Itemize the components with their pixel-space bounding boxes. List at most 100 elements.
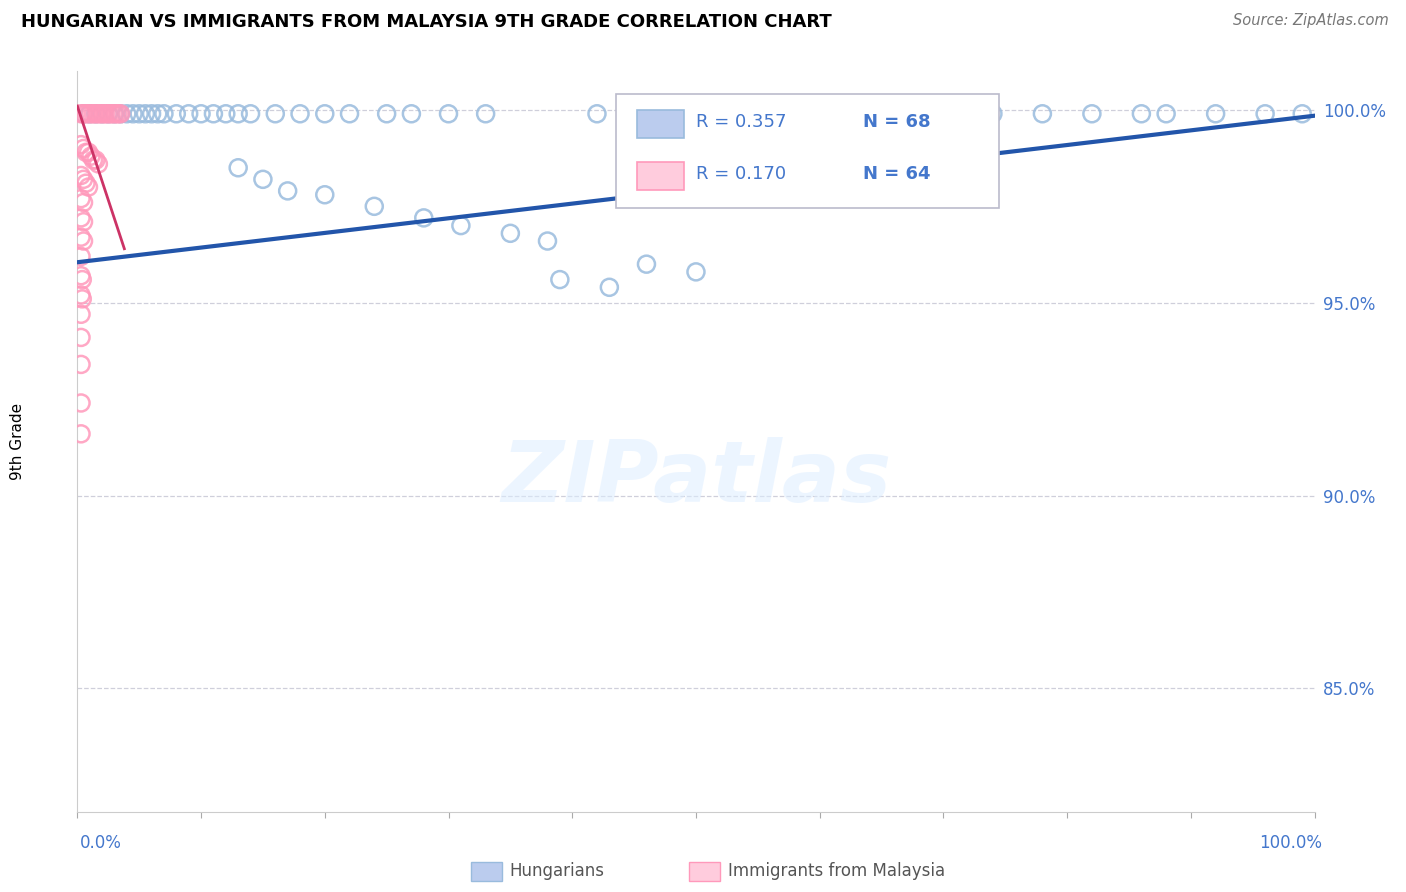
Point bbox=[264, 107, 287, 121]
Point bbox=[685, 265, 707, 279]
Point bbox=[412, 211, 434, 225]
Point bbox=[636, 107, 658, 121]
Point bbox=[94, 107, 117, 121]
Point bbox=[72, 107, 94, 121]
Point bbox=[70, 358, 93, 372]
Point bbox=[134, 107, 156, 121]
FancyBboxPatch shape bbox=[637, 110, 683, 138]
Point bbox=[70, 268, 93, 283]
Point bbox=[598, 280, 620, 294]
Text: ZIPatlas: ZIPatlas bbox=[501, 437, 891, 520]
Point bbox=[165, 107, 187, 121]
Point bbox=[1130, 107, 1153, 121]
Text: 100.0%: 100.0% bbox=[1258, 834, 1322, 852]
Point bbox=[1154, 107, 1177, 121]
Point bbox=[75, 176, 97, 190]
Point bbox=[70, 307, 93, 321]
Point bbox=[981, 107, 1004, 121]
Point bbox=[70, 107, 93, 121]
Point bbox=[277, 184, 299, 198]
Point bbox=[153, 107, 176, 121]
Point bbox=[146, 107, 169, 121]
Point bbox=[363, 199, 385, 213]
Point bbox=[91, 107, 114, 121]
Point bbox=[80, 149, 103, 163]
Point bbox=[100, 107, 122, 121]
Point bbox=[536, 234, 558, 248]
Point bbox=[314, 107, 336, 121]
Point bbox=[90, 107, 112, 121]
Point bbox=[70, 288, 93, 302]
Point bbox=[177, 107, 200, 121]
Point bbox=[72, 292, 94, 306]
Point bbox=[401, 107, 423, 121]
Point bbox=[115, 107, 138, 121]
Point bbox=[907, 107, 929, 121]
Point bbox=[77, 180, 100, 194]
Text: R = 0.170: R = 0.170 bbox=[696, 165, 786, 183]
Text: 9th Grade: 9th Grade bbox=[10, 403, 25, 480]
Point bbox=[70, 426, 93, 441]
Point bbox=[107, 107, 129, 121]
Point bbox=[75, 107, 97, 121]
Point bbox=[375, 107, 398, 121]
Point bbox=[548, 272, 571, 286]
Point bbox=[104, 107, 127, 121]
Text: N = 64: N = 64 bbox=[863, 165, 931, 183]
Point bbox=[288, 107, 311, 121]
Point bbox=[437, 107, 460, 121]
Point bbox=[72, 234, 94, 248]
Point bbox=[103, 107, 125, 121]
Point bbox=[70, 230, 93, 244]
Point bbox=[110, 107, 132, 121]
Point bbox=[70, 330, 93, 344]
Point bbox=[72, 272, 94, 286]
Point bbox=[91, 107, 114, 121]
Point bbox=[77, 107, 100, 121]
Text: Immigrants from Malaysia: Immigrants from Malaysia bbox=[728, 863, 945, 880]
FancyBboxPatch shape bbox=[616, 94, 1000, 209]
Point bbox=[215, 107, 238, 121]
Point bbox=[70, 249, 93, 263]
Point bbox=[72, 215, 94, 229]
Point bbox=[685, 107, 707, 121]
Point bbox=[586, 107, 609, 121]
Text: R = 0.357: R = 0.357 bbox=[696, 113, 786, 131]
Point bbox=[72, 195, 94, 210]
Point bbox=[72, 172, 94, 186]
Point bbox=[957, 107, 980, 121]
Point bbox=[122, 107, 145, 121]
FancyBboxPatch shape bbox=[637, 161, 683, 190]
Point bbox=[82, 107, 104, 121]
Point bbox=[103, 107, 125, 121]
Point bbox=[1081, 107, 1104, 121]
Point bbox=[226, 161, 249, 175]
Point bbox=[1031, 107, 1053, 121]
Point bbox=[70, 169, 93, 183]
Point bbox=[821, 107, 844, 121]
Point bbox=[77, 145, 100, 160]
Point bbox=[474, 107, 496, 121]
Point bbox=[252, 172, 274, 186]
Text: Source: ZipAtlas.com: Source: ZipAtlas.com bbox=[1233, 13, 1389, 29]
Point bbox=[75, 145, 97, 160]
Point bbox=[70, 211, 93, 225]
Point bbox=[783, 107, 806, 121]
Point bbox=[87, 157, 110, 171]
Point bbox=[82, 153, 104, 167]
Point bbox=[141, 107, 163, 121]
Point bbox=[1254, 107, 1277, 121]
Point bbox=[636, 257, 658, 271]
Point bbox=[1291, 107, 1313, 121]
Point bbox=[314, 187, 336, 202]
Point bbox=[858, 107, 880, 121]
Point bbox=[79, 107, 101, 121]
Text: 0.0%: 0.0% bbox=[80, 834, 122, 852]
Point bbox=[97, 107, 120, 121]
Point bbox=[97, 107, 120, 121]
Point bbox=[128, 107, 150, 121]
Point bbox=[72, 107, 94, 121]
Text: HUNGARIAN VS IMMIGRANTS FROM MALAYSIA 9TH GRADE CORRELATION CHART: HUNGARIAN VS IMMIGRANTS FROM MALAYSIA 9T… bbox=[21, 13, 832, 31]
Point bbox=[87, 107, 110, 121]
Point bbox=[202, 107, 225, 121]
